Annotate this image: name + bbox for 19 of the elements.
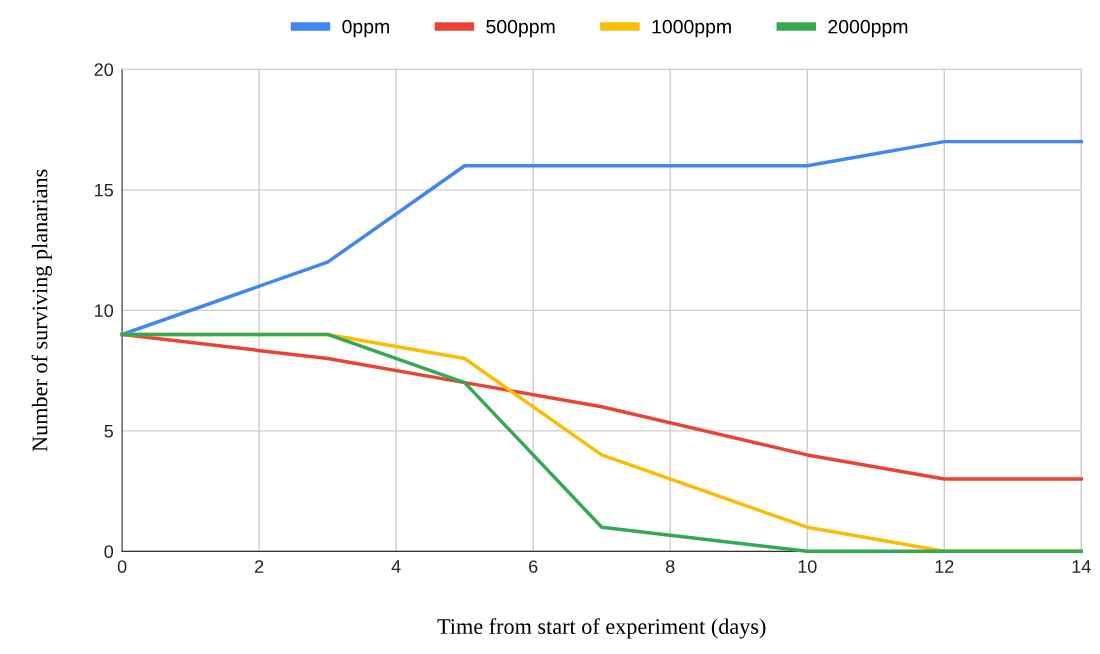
legend-label: 2000ppm [828,19,908,38]
x-tick-label: 10 [798,560,817,573]
x-axis-title: Time from start of experiment (days) [437,618,766,639]
x-tick-label: 8 [665,560,675,573]
x-tick-label: 14 [1072,560,1091,573]
y-tick-label: 0 [104,545,114,559]
x-tick-label: 12 [935,560,954,573]
legend-label: 500ppm [486,19,555,38]
y-axis-title: Number of surviving planarians [31,169,53,452]
y-tick-label: 5 [104,424,114,438]
x-tick-label: 4 [391,560,401,573]
legend-label: 1000ppm [652,19,731,38]
x-tick-label: 2 [255,560,264,573]
y-tick-label: 15 [95,183,114,197]
x-tick-label: 0 [117,560,127,573]
x-tick-label: 6 [529,560,538,573]
y-tick-label: 10 [95,304,114,318]
y-tick-label: 20 [94,63,114,77]
legend-label: 0ppm [342,19,389,38]
